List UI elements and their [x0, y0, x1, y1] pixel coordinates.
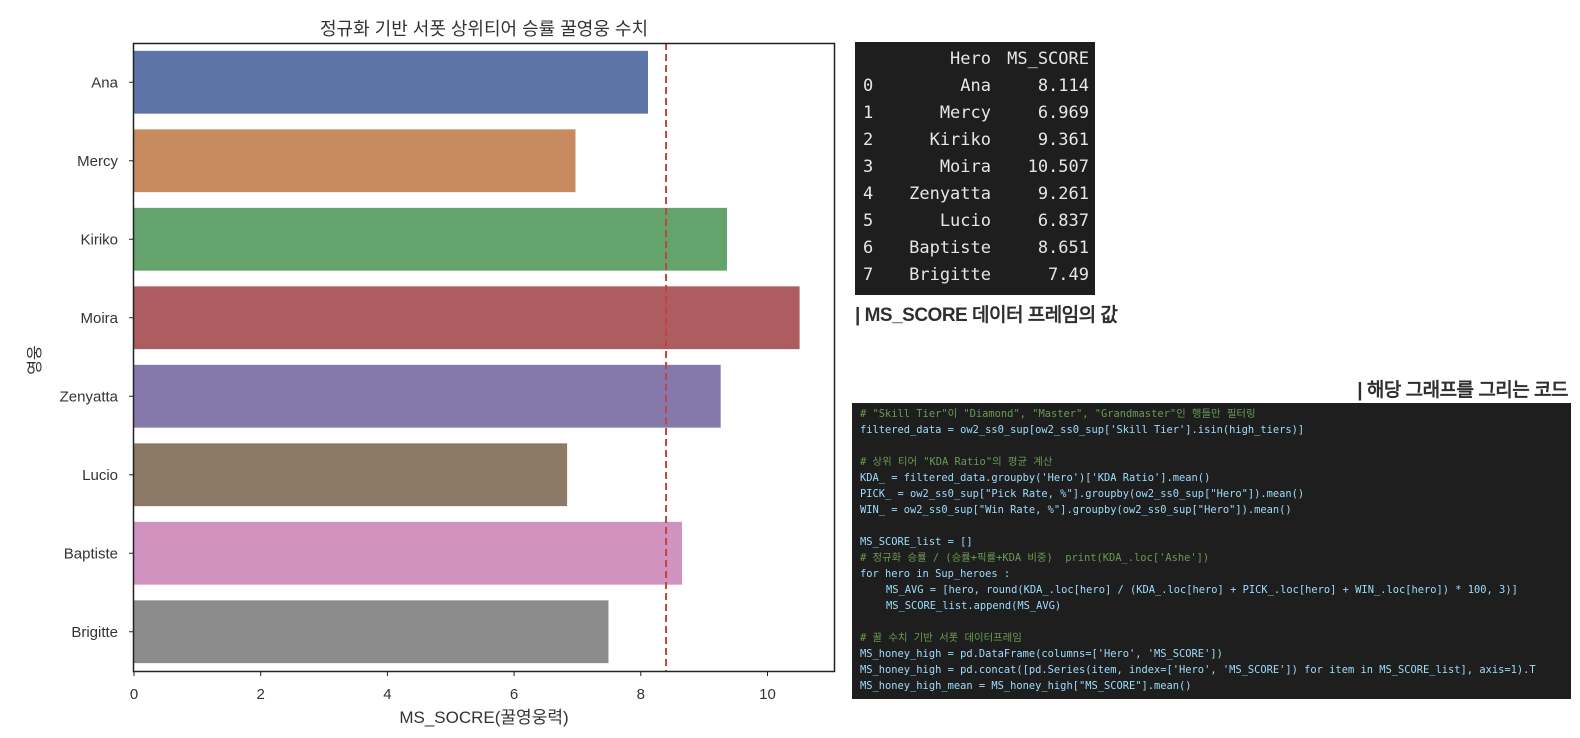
- x-axis-label: MS_SOCRE(꿀영웅력): [399, 708, 568, 727]
- y-tick-label: Moira: [80, 310, 118, 327]
- dataframe-row: 4 Zenyatta 9.261: [863, 181, 1089, 208]
- row-score: 10.507: [1027, 157, 1089, 177]
- x-tick-labels: 0 2 4 6 8 10: [130, 671, 776, 703]
- bar-chart: 정규화 기반 서폿 상위티어 승률 꿀영웅 수치 Ana Mercy Kiriko M…: [26, 19, 836, 727]
- y-tick-label: Baptiste: [64, 545, 118, 562]
- bar-kiriko: [134, 207, 728, 271]
- row-score: 7.49: [1048, 265, 1089, 285]
- dataframe-table: Hero MS_SCORE 0 Ana 8.114 1 Mercy 6.969 2 Kirik…: [863, 46, 1089, 289]
- dataframe-row: 3 Moira 10.507: [863, 154, 1089, 181]
- y-tick-label: Mercy: [77, 153, 118, 170]
- row-hero: Brigitte: [909, 265, 991, 285]
- row-hero: Mercy: [939, 103, 991, 123]
- code-comment-line: # 상위 티어 "KDA Ratio"의 평균 계산: [860, 456, 1053, 468]
- row-index: 7: [863, 265, 874, 285]
- code-comment-line: # "Skill Tier"이 "Diamond", "Master", "Gr…: [860, 408, 1256, 420]
- bar-lucio: [134, 443, 568, 507]
- code-line: KDA_ = filtered_data.groupby('Hero')['KD…: [860, 472, 1211, 484]
- x-tick-label: 10: [759, 686, 776, 703]
- x-tick-label: 4: [383, 686, 391, 703]
- dataframe-body: 0 Ana 8.114 1 Mercy 6.969 2 Kiriko 9.361 3 Moira 10…: [863, 73, 1089, 289]
- row-score: 9.361: [1037, 130, 1089, 150]
- code-comment-line: # 정규화 승률 / (승률+픽률+KDA 비중) print(KDA_.loc…: [860, 552, 1210, 564]
- code-comment-line: # 꿀 수치 기반 서폿 데이터프레임: [860, 632, 1022, 644]
- code-line: for hero in Sup_heroes :: [860, 568, 1011, 580]
- y-tick-label: Zenyatta: [60, 388, 119, 405]
- code-line: MS_SCORE_list = []: [860, 536, 973, 548]
- dataframe-header-row: Hero MS_SCORE: [863, 46, 1089, 73]
- index-header: [863, 46, 895, 73]
- dataframe-row: 7 Brigitte 7.49: [863, 262, 1089, 289]
- y-category-labels: Ana Mercy Kiriko Moira Zenyatta Lucio Baptiste…: [60, 74, 134, 641]
- row-score: 6.969: [1037, 103, 1089, 123]
- dataframe-row: 0 Ana 8.114: [863, 73, 1089, 100]
- x-tick-label: 2: [257, 686, 265, 703]
- chart-title: 정규화 기반 서폿 상위티어 승률 꿀영웅 수치: [320, 19, 648, 39]
- code-panel: # "Skill Tier"이 "Diamond", "Master", "Gr…: [852, 403, 1571, 699]
- code-line: filtered_data = ow2_ss0_sup[ow2_ss0_sup[…: [860, 424, 1305, 436]
- row-index: 6: [863, 238, 874, 258]
- column-header-ms-score: MS_SCORE: [1007, 49, 1089, 69]
- dataframe-caption: | MS_SCORE 데이터 프레임의 값: [855, 305, 1118, 326]
- row-index: 0: [863, 76, 874, 96]
- row-hero: Kiriko: [929, 130, 991, 150]
- dataframe-row: 5 Lucio 6.837: [863, 208, 1089, 235]
- code-line: PICK_ = ow2_ss0_sup["Pick Rate, %"].grou…: [860, 488, 1305, 500]
- row-hero: Zenyatta: [909, 184, 991, 204]
- code-line: MS_SCORE_list.append(MS_AVG): [886, 600, 1062, 612]
- dataframe-row: 6 Baptiste 8.651: [863, 235, 1089, 262]
- row-index: 4: [863, 184, 874, 204]
- row-hero: Baptiste: [909, 238, 991, 258]
- code-line: MS_honey_high = pd.concat([pd.Series(ite…: [860, 664, 1536, 676]
- y-tick-label: Ana: [91, 74, 118, 91]
- row-index: 2: [863, 130, 874, 150]
- code-line: MS_honey_high_mean = MS_honey_high["MS_S…: [860, 680, 1192, 692]
- bar-baptiste: [134, 521, 683, 585]
- bar-mercy: [134, 129, 576, 193]
- row-score: 8.651: [1037, 238, 1089, 258]
- row-score: 8.114: [1037, 76, 1089, 96]
- row-hero: Lucio: [939, 211, 991, 231]
- code-line: [860, 438, 1571, 454]
- x-tick-label: 8: [637, 686, 645, 703]
- bar-brigitte: [134, 600, 609, 664]
- code-line: MS_AVG = [hero, round(KDA_.loc[hero] / (…: [886, 584, 1518, 596]
- dataframe-output-panel: Hero MS_SCORE 0 Ana 8.114 1 Mercy 6.969 2 Kirik…: [855, 42, 1095, 295]
- row-score: 9.261: [1037, 184, 1089, 204]
- code-line: WIN_ = ow2_ss0_sup["Win Rate, %"].groupb…: [860, 504, 1292, 516]
- code-caption: | 해당 그래프를 그리는 코드: [1357, 380, 1568, 401]
- code-line: MS_honey_high = pd.DataFrame(columns=['H…: [860, 648, 1223, 660]
- y-axis-label: 영웅: [26, 345, 44, 374]
- code-line: [860, 518, 1571, 534]
- row-index: 5: [863, 211, 874, 231]
- bars-group: [134, 50, 800, 664]
- row-hero: Moira: [939, 157, 991, 177]
- y-tick-label: Kiriko: [80, 231, 118, 248]
- row-index: 1: [863, 103, 874, 123]
- row-score: 6.837: [1037, 211, 1089, 231]
- bar-ana: [134, 50, 649, 114]
- row-hero: Ana: [960, 76, 991, 96]
- dataframe-row: 2 Kiriko 9.361: [863, 127, 1089, 154]
- plot-frame: [132, 42, 836, 673]
- bar-zenyatta: [134, 364, 721, 428]
- code-line: [860, 614, 1571, 630]
- x-tick-label: 0: [130, 686, 138, 703]
- row-index: 3: [863, 157, 874, 177]
- y-tick-label: Brigitte: [71, 624, 118, 641]
- column-header-hero: Hero: [950, 49, 991, 69]
- dataframe-row: 1 Mercy 6.969: [863, 100, 1089, 127]
- x-tick-label: 6: [510, 686, 518, 703]
- code-lines: # "Skill Tier"이 "Diamond", "Master", "Gr…: [860, 406, 1571, 694]
- y-tick-label: Lucio: [82, 467, 118, 484]
- bar-moira: [134, 286, 800, 350]
